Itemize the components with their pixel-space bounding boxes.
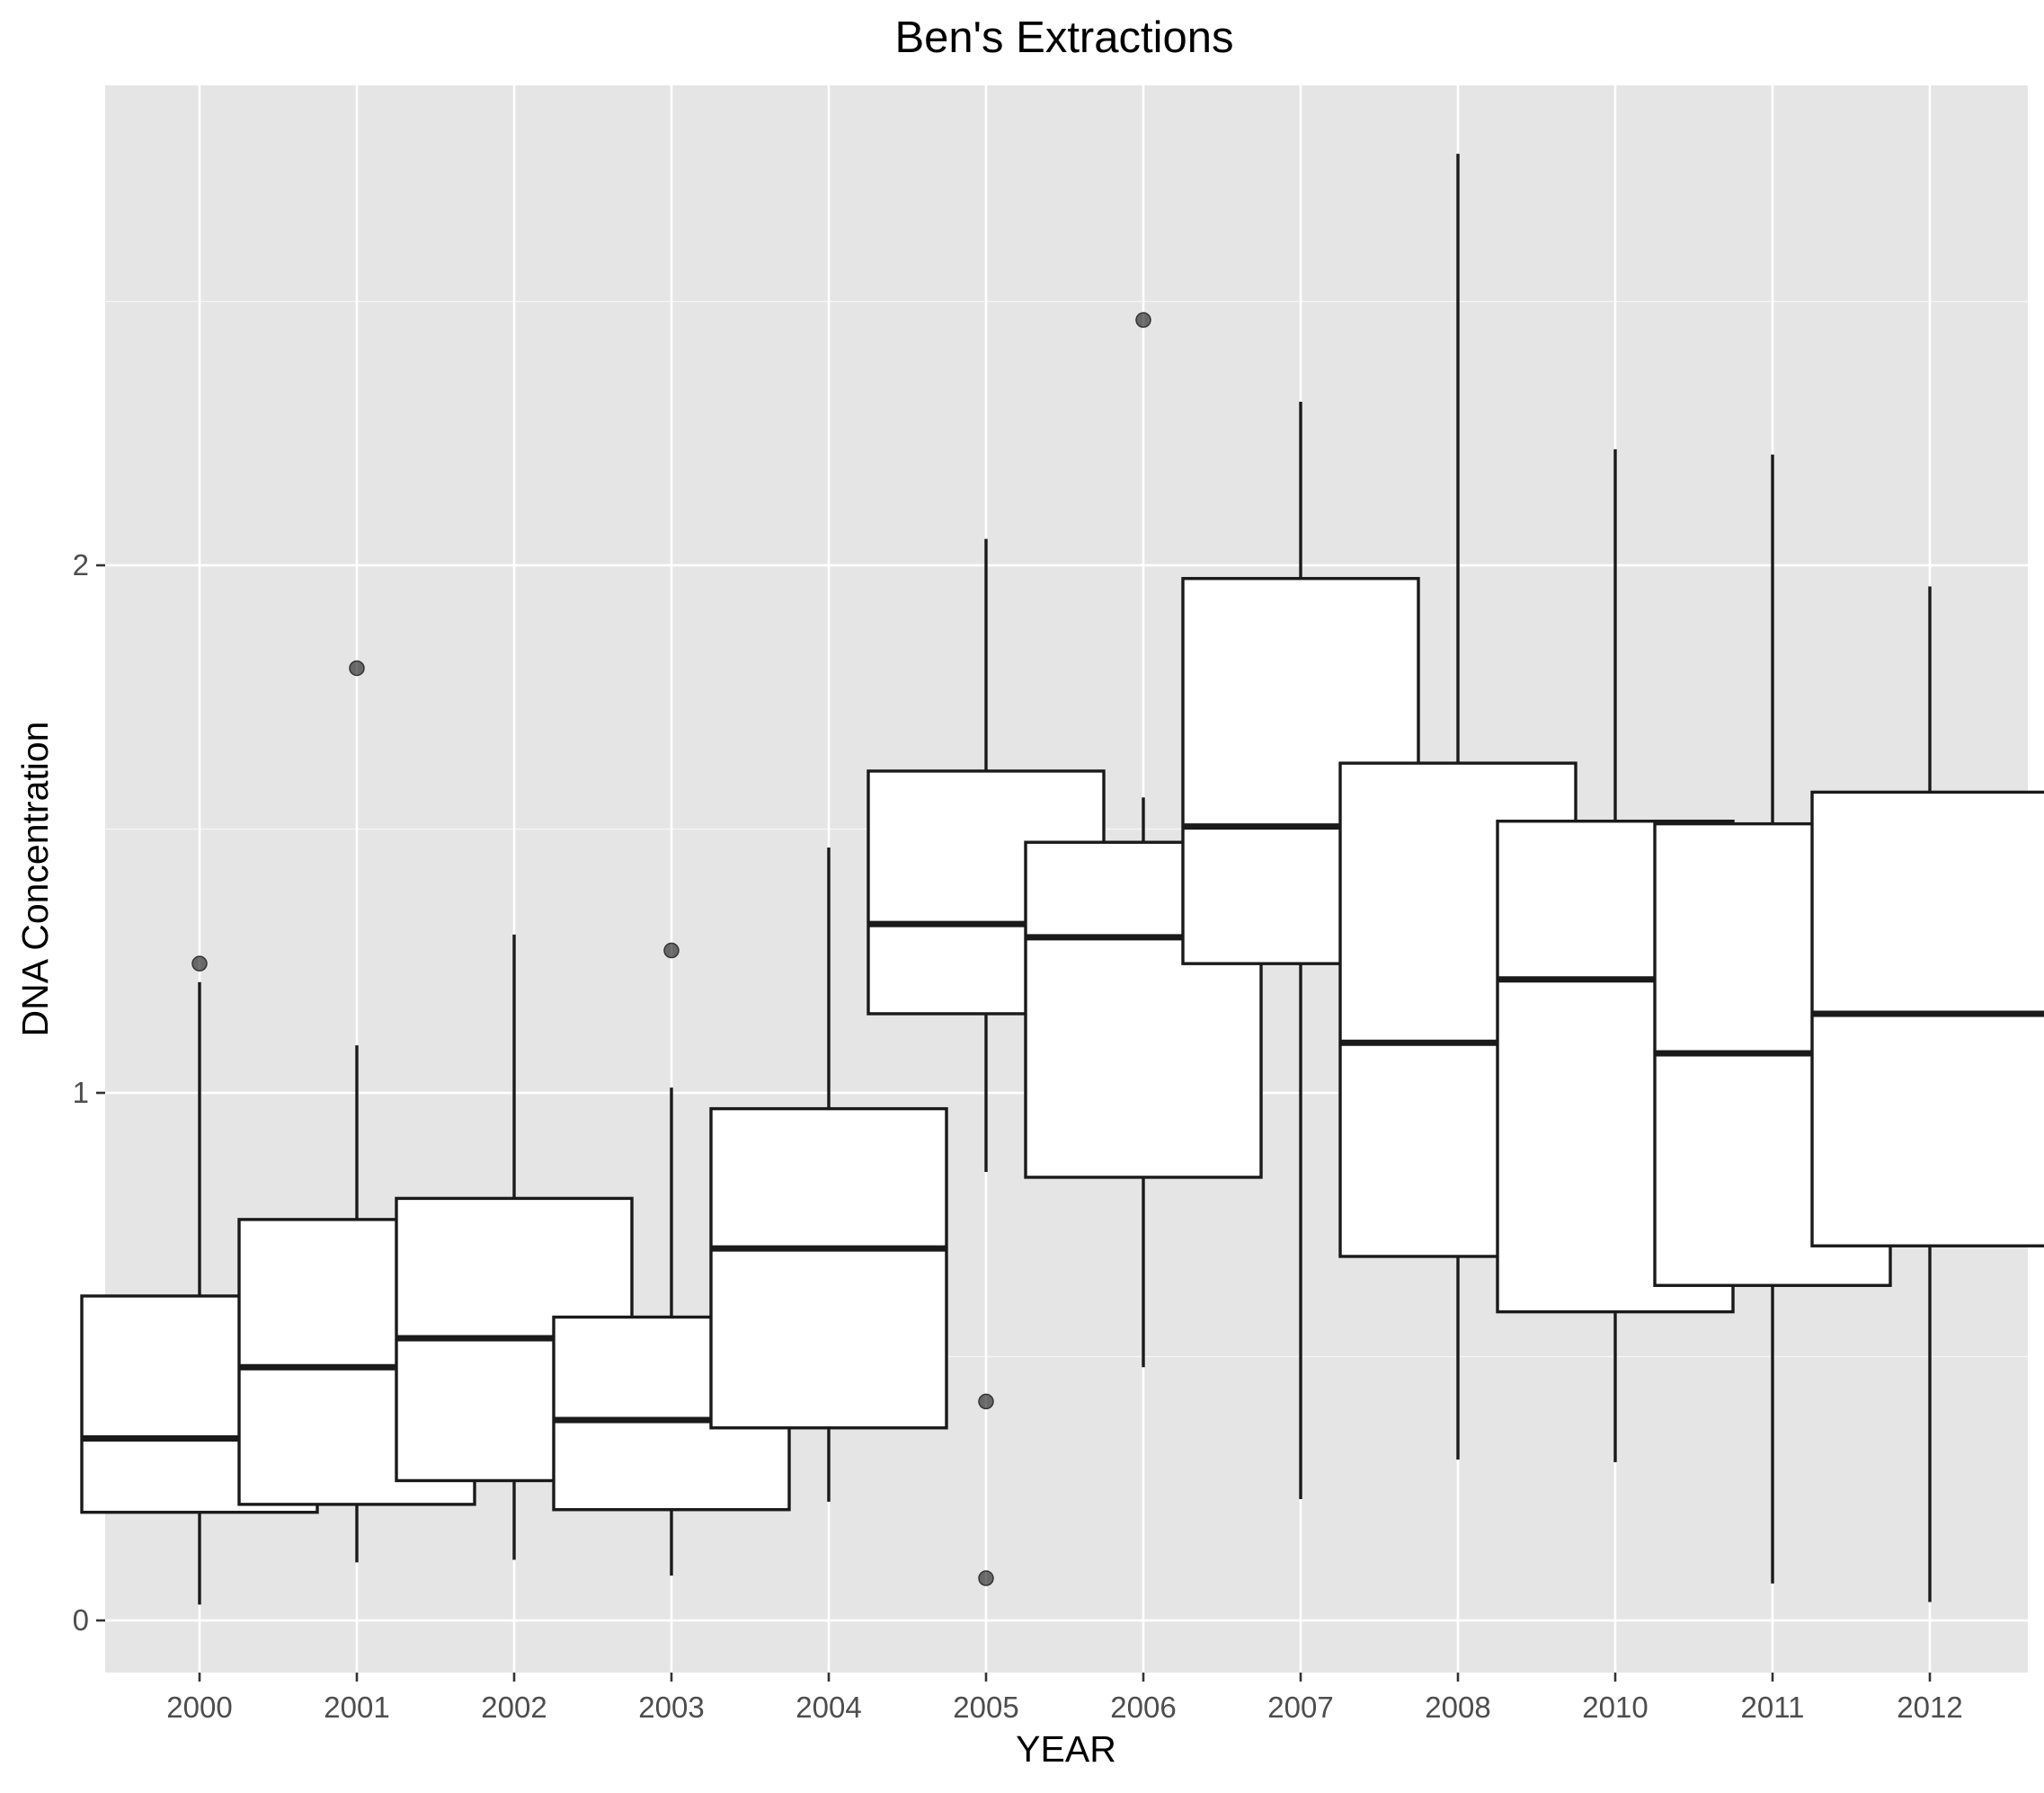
y-tick-label: 1 — [73, 1076, 89, 1109]
box-group-2012 — [1810, 586, 2044, 1602]
x-tick-label: 2012 — [1897, 1691, 1962, 1724]
x-tick-label: 2000 — [166, 1691, 232, 1724]
x-tick-label: 2003 — [638, 1691, 704, 1724]
axes: 0 1 2 2000 2001 2002 2003 2004 2005 2006 2007 2008 2… — [73, 548, 1963, 1724]
x-tick-label: 2001 — [324, 1691, 389, 1724]
y-axis-title: DNA Concentration — [14, 722, 56, 1037]
iqr-box — [709, 1106, 948, 1430]
x-tick-label: 2010 — [1582, 1691, 1648, 1724]
outlier-point — [349, 660, 365, 677]
x-tick-label: 2004 — [795, 1691, 861, 1724]
iqr-box — [1810, 790, 2044, 1247]
x-tick-label: 2006 — [1110, 1691, 1176, 1724]
x-axis-title: YEAR — [1016, 1728, 1116, 1770]
x-tick-label: 2002 — [481, 1691, 547, 1724]
chart-title: Ben's Extractions — [894, 13, 1233, 62]
x-tick-label: 2005 — [953, 1691, 1018, 1724]
boxes — [80, 154, 2044, 1605]
outlier-point — [978, 1393, 994, 1410]
outlier-point — [191, 955, 208, 972]
y-tick-label: 2 — [73, 548, 89, 581]
box-group-2004 — [709, 848, 948, 1502]
x-tick-label: 2007 — [1267, 1691, 1333, 1724]
outlier-point — [978, 1570, 994, 1586]
outlier-point — [1135, 312, 1151, 328]
outlier-point — [663, 942, 680, 959]
x-tick-label: 2011 — [1741, 1691, 1805, 1724]
x-tick-label: 2008 — [1425, 1691, 1490, 1724]
y-tick-label: 0 — [73, 1603, 89, 1637]
